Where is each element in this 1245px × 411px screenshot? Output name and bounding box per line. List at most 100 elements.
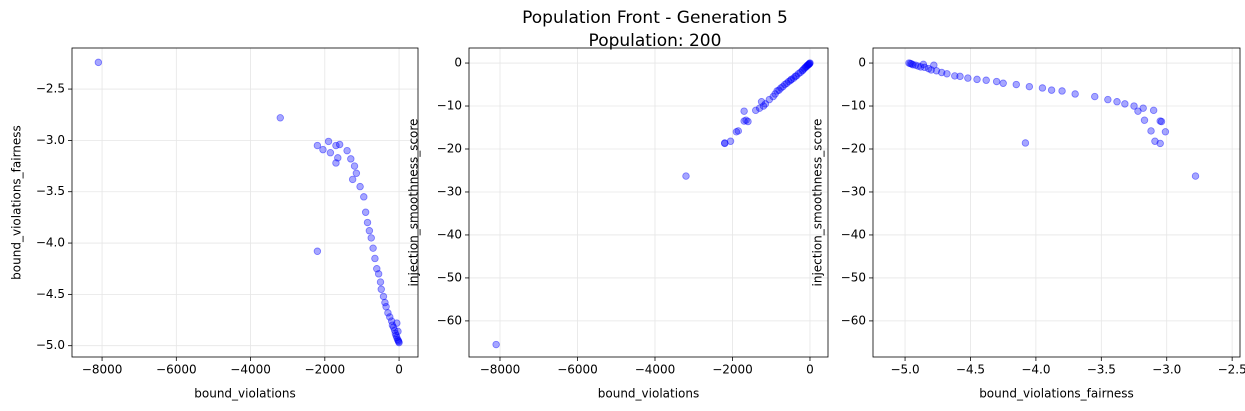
y-tick-label: −5.0	[36, 338, 65, 352]
x-tick-label: −4.0	[1021, 363, 1050, 377]
point	[792, 72, 801, 80]
point	[932, 67, 941, 75]
x-tick-label: −3.0	[1152, 363, 1181, 377]
point	[393, 319, 401, 327]
point	[740, 117, 748, 125]
point	[1151, 137, 1159, 145]
point	[1130, 102, 1138, 110]
point	[920, 63, 929, 72]
point	[765, 95, 773, 104]
point	[313, 247, 322, 255]
point	[1157, 117, 1166, 126]
x-tick-label: −2000	[305, 363, 346, 377]
point	[798, 67, 806, 75]
point	[367, 234, 375, 242]
y-tick-label: 0	[454, 56, 462, 70]
point	[794, 70, 803, 78]
point	[779, 82, 787, 91]
point	[914, 62, 922, 70]
point	[755, 104, 764, 112]
x-tick-label: −4.5	[956, 363, 985, 377]
y-tick-label: −3.0	[36, 133, 65, 147]
point	[801, 63, 810, 72]
point	[777, 84, 785, 92]
point	[781, 80, 789, 89]
point	[802, 63, 810, 71]
point	[1156, 139, 1164, 148]
y-tick-label: −40	[437, 227, 462, 241]
y-tick-label: −20	[437, 141, 462, 155]
point	[744, 117, 752, 126]
y-tick-label: −30	[437, 184, 462, 198]
point	[937, 68, 946, 77]
x-tick-label: −2000	[712, 363, 753, 377]
point	[390, 326, 399, 335]
point	[964, 74, 972, 82]
point	[682, 172, 690, 180]
point	[371, 254, 379, 263]
point	[356, 182, 364, 191]
point	[360, 193, 368, 201]
point	[773, 87, 781, 95]
point	[1113, 98, 1121, 106]
point	[786, 76, 795, 84]
point	[379, 292, 388, 301]
point	[905, 59, 913, 67]
x-tick-label: −4000	[230, 363, 271, 377]
point	[319, 145, 327, 154]
point	[1047, 86, 1056, 94]
point	[803, 61, 812, 69]
point	[276, 114, 284, 122]
y-tick-label: −50	[841, 270, 866, 284]
point	[393, 333, 401, 342]
y-axis-label: injection_smoothness_score	[811, 119, 825, 287]
point	[790, 74, 798, 82]
point	[1021, 139, 1030, 147]
y-tick-label: −10	[437, 99, 462, 113]
point	[492, 340, 500, 349]
point	[1139, 104, 1147, 112]
point	[332, 141, 340, 150]
point	[992, 77, 1001, 86]
plot-frame	[872, 47, 1241, 358]
point	[919, 60, 928, 69]
figure-title: Population Front - Generation 5	[522, 8, 788, 28]
point	[376, 278, 385, 286]
point	[924, 64, 933, 73]
y-tick-label: −60	[437, 313, 462, 327]
x-tick-label: 0	[395, 363, 403, 377]
point	[787, 75, 796, 84]
point	[791, 72, 799, 81]
point	[388, 321, 397, 329]
x-axis-label: bound_violations_fairness	[979, 387, 1134, 401]
point	[907, 60, 916, 68]
point	[393, 335, 402, 344]
point	[805, 59, 814, 68]
point	[394, 327, 402, 336]
point	[752, 106, 760, 115]
point	[1161, 128, 1170, 136]
point	[800, 64, 808, 73]
point	[384, 309, 392, 317]
point	[334, 154, 342, 162]
point	[1025, 82, 1034, 91]
point	[1038, 84, 1047, 92]
point	[771, 90, 779, 98]
point	[1140, 116, 1149, 124]
point	[769, 92, 777, 101]
y-axis-label: injection_smoothness_score	[407, 119, 421, 287]
point	[783, 79, 791, 87]
point	[1091, 92, 1099, 101]
x-tick-label: −6000	[557, 363, 598, 377]
point	[796, 68, 804, 77]
point	[906, 59, 914, 68]
point	[335, 140, 344, 149]
point	[721, 139, 729, 148]
point	[391, 329, 400, 338]
x-tick-label: −8000	[480, 363, 521, 377]
point	[757, 98, 766, 106]
y-tick-label: −60	[841, 313, 866, 327]
point	[999, 79, 1007, 87]
x-tick-label: −3.5	[1087, 363, 1116, 377]
point	[804, 61, 813, 69]
